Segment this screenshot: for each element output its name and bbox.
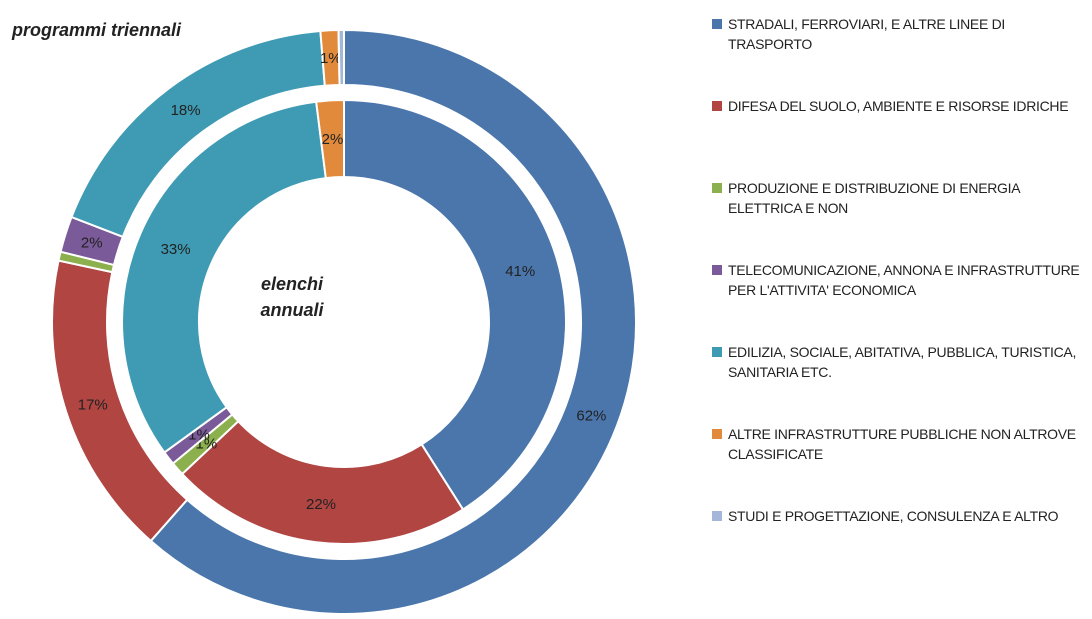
slice: [180, 419, 465, 545]
legend-item: TELECOMUNICAZIONE, ANNONA E INFRASTRUTTU…: [712, 260, 1087, 342]
inner-ring-title: elenchi annuali: [260, 274, 324, 320]
data-label: 2%: [81, 234, 103, 251]
legend-swatch: [712, 429, 722, 439]
legend: STRADALI, FERROVIARI, E ALTRE LINEE DI T…: [712, 14, 1087, 588]
legend-swatch: [712, 265, 722, 275]
legend-label: DIFESA DEL SUOLO, AMBIENTE E RISORSE IDR…: [728, 98, 1069, 114]
data-label: 22%: [306, 496, 336, 513]
legend-swatch: [712, 101, 722, 111]
slice: [121, 100, 327, 454]
legend-label: STRADALI, FERROVIARI, E ALTRE LINEE DI T…: [728, 16, 1005, 52]
legend-label: TELECOMUNICAZIONE, ANNONA E INFRASTRUTTU…: [728, 262, 1080, 298]
data-label: 18%: [171, 102, 201, 119]
data-label: 1%: [320, 50, 342, 67]
data-label: 33%: [161, 241, 191, 258]
legend-item: ALTRE INFRASTRUTTURE PUBBLICHE NON ALTRO…: [712, 424, 1087, 506]
legend-swatch: [712, 347, 722, 357]
chart: programmi triennali elenchi annuali 62% 17…: [11, 20, 637, 615]
legend-swatch: [712, 19, 722, 29]
legend-label: PRODUZIONE E DISTRIBUZIONE DI ENERGIA EL…: [728, 180, 1020, 216]
slice: [149, 28, 637, 615]
outer-ring-title: programmi triennali: [11, 20, 182, 40]
legend-swatch: [712, 511, 722, 521]
legend-swatch: [712, 183, 722, 193]
slice: [337, 28, 345, 87]
legend-item: STUDI E PROGETTAZIONE, CONSULENZA E ALTR…: [712, 506, 1087, 588]
legend-item: PRODUZIONE E DISTRIBUZIONE DI ENERGIA EL…: [712, 178, 1087, 260]
data-label: 2%: [322, 131, 344, 148]
legend-item: EDILIZIA, SOCIALE, ABITATIVA, PUBBLICA, …: [712, 342, 1087, 424]
data-label: 41%: [505, 263, 535, 280]
legend-label: EDILIZIA, SOCIALE, ABITATIVA, PUBBLICA, …: [728, 344, 1077, 380]
legend-label: STUDI E PROGETTAZIONE, CONSULENZA E ALTR…: [728, 508, 1059, 524]
data-label: 17%: [78, 397, 108, 414]
data-label: 62%: [576, 408, 606, 425]
slice: [343, 98, 567, 511]
legend-item: STRADALI, FERROVIARI, E ALTRE LINEE DI T…: [712, 14, 1087, 96]
legend-item: DIFESA DEL SUOLO, AMBIENTE E RISORSE IDR…: [712, 96, 1087, 178]
legend-label: ALTRE INFRASTRUTTURE PUBBLICHE NON ALTRO…: [728, 426, 1076, 462]
